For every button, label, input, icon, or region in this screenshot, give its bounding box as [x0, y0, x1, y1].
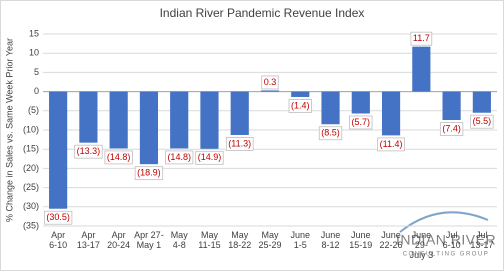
- x-tick-label: June 15-19: [349, 230, 372, 250]
- bar: [49, 91, 68, 209]
- x-tick-label: June 22-26: [380, 230, 403, 250]
- y-tick-label: (30): [23, 201, 39, 211]
- bar: [79, 91, 98, 143]
- value-label: (14.8): [107, 152, 131, 162]
- x-tick-label: June 29-July 3: [410, 230, 434, 260]
- logo-tagline: CONSULTING GROUP: [403, 252, 490, 258]
- x-tick-label: May 11-15: [198, 230, 220, 250]
- value-label-box: [261, 75, 279, 90]
- value-label: (11.4): [380, 139, 403, 149]
- value-label-box: [104, 150, 133, 165]
- y-tick-label: 0: [34, 86, 39, 96]
- x-tick-label: June 8-12: [321, 230, 341, 250]
- value-label: (7.4): [442, 123, 461, 133]
- bar: [381, 91, 401, 136]
- y-tick-label: 10: [29, 48, 39, 58]
- y-tick-label: (5): [28, 105, 39, 115]
- x-tick-label: May 25-29: [258, 230, 281, 250]
- bar: [472, 91, 491, 113]
- bar: [412, 46, 431, 92]
- x-tick-label: May 4-8: [171, 230, 189, 250]
- value-label: 0.3: [264, 77, 277, 87]
- value-label: (1.4): [291, 100, 310, 110]
- value-label-box: [288, 99, 312, 113]
- x-tick-label: May 18-22: [228, 230, 251, 250]
- x-tick-label: Jul 13-17: [470, 230, 493, 250]
- bar: [230, 91, 249, 135]
- value-label-box: [165, 150, 194, 165]
- value-label-box: [225, 137, 254, 151]
- value-label: (30.5): [46, 212, 70, 222]
- bar: [442, 91, 461, 121]
- value-label: (14.8): [167, 152, 191, 162]
- value-label: (13.3): [77, 146, 101, 156]
- x-tick-label: Apr 27-May 1: [134, 230, 164, 250]
- value-label: (11.3): [228, 138, 251, 148]
- bar: [139, 91, 159, 165]
- y-tick-label: (10): [23, 124, 39, 134]
- x-tick-label: Jul 6-10: [443, 230, 461, 250]
- value-label: (14.9): [198, 152, 222, 162]
- y-tick-label: (35): [23, 220, 39, 230]
- value-label-box: [74, 144, 103, 159]
- value-label-box: [439, 122, 464, 136]
- value-label: (5.7): [352, 117, 371, 127]
- x-tick-label: Apr 20-24: [107, 230, 130, 250]
- y-tick-label: 15: [29, 28, 39, 38]
- value-label-box: [410, 31, 433, 46]
- bar: [200, 91, 219, 149]
- bar: [321, 91, 340, 125]
- x-tick-label: June 1-5: [291, 230, 311, 250]
- bar: [260, 90, 280, 92]
- value-label-box: [377, 137, 405, 152]
- bar: [109, 91, 128, 149]
- value-label: (18.9): [137, 168, 161, 178]
- y-axis-title: % Change in Sales vs. Same Week Prior Ye…: [4, 38, 14, 222]
- x-tick-label: Apr 6-10: [49, 230, 67, 250]
- value-label-box: [134, 166, 164, 181]
- value-label-box: [349, 115, 373, 130]
- y-tick-label: (25): [23, 182, 39, 192]
- value-label-box: [318, 126, 343, 141]
- value-label: 11.7: [413, 33, 430, 43]
- chart-title: Indian River Pandemic Revenue Index: [160, 6, 365, 20]
- value-label-box: [470, 114, 494, 129]
- y-tick-label: 5: [34, 67, 39, 77]
- bar: [170, 91, 189, 149]
- y-tick-label: (20): [23, 163, 39, 173]
- x-tick-label: Apr 13-17: [77, 230, 100, 250]
- value-label-box: [43, 210, 73, 225]
- logo-name: INDIAN RIVER: [396, 232, 496, 248]
- y-tick-label: (15): [23, 144, 39, 154]
- value-label: (5.5): [473, 116, 492, 126]
- value-label-box: [195, 150, 224, 165]
- bar: [291, 91, 310, 97]
- bar: [351, 91, 370, 114]
- value-label: (8.5): [321, 128, 340, 138]
